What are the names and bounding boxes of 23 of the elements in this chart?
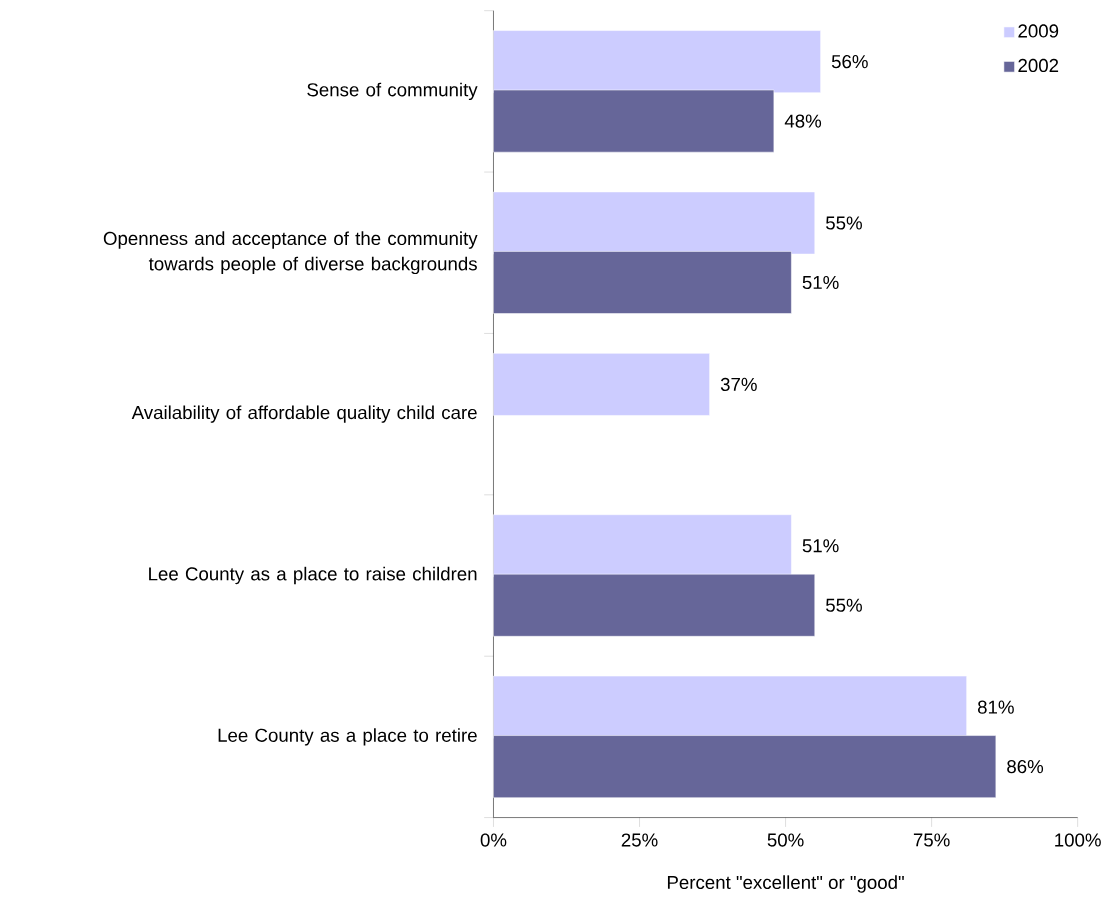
- data-label: 81%: [977, 700, 1014, 714]
- data-label: 48%: [784, 114, 822, 128]
- x-tick-label: 25%: [621, 833, 658, 847]
- data-label: 56%: [831, 55, 868, 69]
- x-tick-label: 50%: [767, 833, 804, 847]
- x-axis-title: Percent "excellent" or "good": [667, 875, 904, 893]
- y-tick-label: Sense of community: [307, 82, 478, 101]
- data-label: 86%: [1007, 760, 1044, 774]
- data-label: 51%: [802, 539, 839, 553]
- y-tick-label: Lee County as a place to raise children: [149, 567, 477, 585]
- y-tick-label: Openness and acceptance of the community towards people of diverse backgrounds: [103, 231, 478, 275]
- x-tick-label: 75%: [913, 833, 950, 847]
- x-tick-label: 100%: [1055, 833, 1101, 847]
- legend-label: 2009: [1018, 24, 1059, 38]
- bar: [493, 353, 710, 416]
- x-tick-label: 0%: [480, 833, 507, 847]
- y-tick-label: Availability of affordable quality child care: [131, 405, 477, 424]
- data-label: 37%: [720, 377, 757, 392]
- data-label: 55%: [826, 216, 862, 230]
- y-tick-label: Lee County as a place to retire: [218, 728, 477, 746]
- legend-label: 2002: [1018, 59, 1059, 73]
- data-label: 55%: [826, 598, 862, 613]
- data-label: 51%: [802, 276, 839, 290]
